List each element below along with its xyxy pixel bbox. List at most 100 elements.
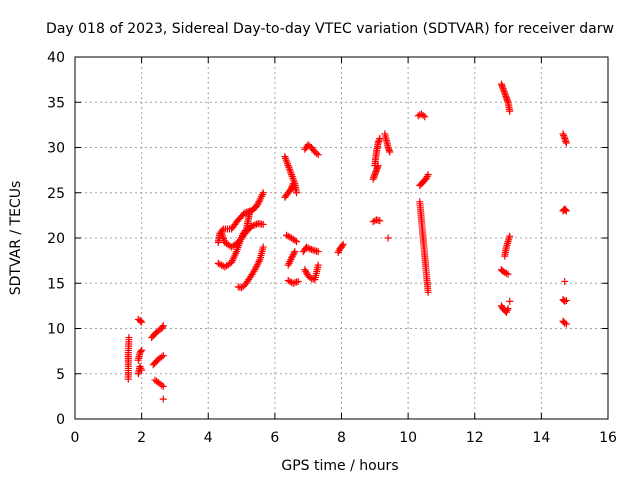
data-point (314, 248, 322, 256)
data-point (246, 207, 254, 215)
x-tick-label: 6 (270, 430, 279, 446)
x-axis-label: GPS time / hours (281, 458, 398, 474)
data-point (562, 320, 570, 328)
data-point (306, 245, 314, 253)
data-point (561, 277, 569, 285)
data-point (309, 246, 317, 254)
x-tick-label: 0 (71, 430, 80, 446)
data-point (137, 317, 145, 325)
data-point (386, 148, 394, 156)
data-point (289, 251, 297, 259)
data-point (562, 206, 570, 214)
x-tick-label: 8 (337, 430, 346, 446)
data-point (304, 244, 312, 252)
data-point (259, 220, 267, 228)
x-tick-label: 12 (466, 430, 484, 446)
data-point (255, 257, 263, 265)
data-point (288, 252, 296, 260)
data-point (138, 366, 146, 374)
data-point (421, 113, 429, 121)
data-point (369, 218, 377, 226)
data-point (376, 217, 384, 225)
chart-title: Day 018 of 2023, Sidereal Day-to-day VTE… (46, 21, 614, 37)
x-tick-label: 2 (137, 430, 146, 446)
data-point (506, 107, 514, 115)
data-point (562, 139, 570, 147)
data-point (288, 254, 296, 262)
data-point (301, 266, 309, 274)
x-tick-label: 10 (399, 430, 417, 446)
data-point (313, 149, 321, 157)
data-point (137, 348, 145, 356)
data-point (253, 262, 261, 270)
data-point (561, 297, 569, 305)
data-point (293, 238, 301, 246)
data-point (159, 395, 167, 403)
data-point (138, 318, 146, 326)
data-point (562, 296, 570, 304)
data-point (294, 277, 302, 285)
data-point (561, 319, 569, 327)
data-point (374, 162, 382, 170)
data-point (254, 259, 262, 267)
data-point (314, 261, 322, 269)
data-point (159, 322, 167, 330)
data-point (302, 267, 310, 275)
data-point (255, 198, 263, 206)
data-point (291, 248, 299, 256)
data-point (251, 221, 259, 229)
data-point (254, 199, 262, 207)
tick-layer: 0 2 4 6 8 10 12 14 16 0 5 10 15 20 25 30 35 40 (47, 50, 617, 446)
data-point (562, 207, 570, 215)
data-point (158, 323, 166, 331)
data-point (125, 334, 133, 342)
data-point (158, 353, 166, 361)
data-point (504, 270, 512, 278)
data-point (559, 296, 567, 304)
data-point (291, 279, 299, 287)
data-point (303, 269, 311, 277)
data-point (249, 222, 257, 230)
data-point (259, 243, 267, 251)
data-point (218, 261, 226, 269)
data-point (158, 381, 166, 389)
y-tick-label: 30 (47, 141, 65, 157)
data-point (248, 222, 256, 230)
data-point (293, 278, 301, 286)
data-point (506, 297, 514, 305)
data-point (253, 202, 261, 210)
data-point (376, 134, 384, 142)
data-point (286, 277, 294, 285)
y-tick-label: 10 (47, 322, 65, 338)
data-point (159, 352, 167, 360)
data-point (502, 269, 510, 277)
y-axis-label: SDTVAR / TECUs (8, 181, 24, 296)
data-point (289, 180, 297, 188)
y-tick-label: 25 (47, 186, 65, 202)
data-point (384, 234, 392, 242)
data-point (561, 205, 569, 213)
data-point (253, 201, 261, 209)
data-point (308, 245, 316, 253)
data-point (293, 189, 301, 197)
grid-layer (75, 57, 608, 419)
data-point (339, 240, 347, 248)
data-point (252, 264, 260, 272)
data-point (136, 363, 144, 371)
data-point (338, 242, 346, 250)
y-tick-label: 40 (47, 50, 65, 66)
data-point (424, 288, 432, 296)
data-point (291, 236, 299, 244)
x-tick-label: 14 (532, 430, 550, 446)
data-point (138, 346, 146, 354)
data-point (506, 232, 514, 240)
y-tick-label: 5 (56, 367, 65, 383)
data-point (253, 261, 261, 269)
x-tick-label: 16 (599, 430, 617, 446)
data-point (290, 249, 298, 257)
data-point (259, 189, 267, 197)
data-point (504, 305, 512, 313)
data-point (289, 279, 297, 287)
data-point (419, 111, 427, 119)
